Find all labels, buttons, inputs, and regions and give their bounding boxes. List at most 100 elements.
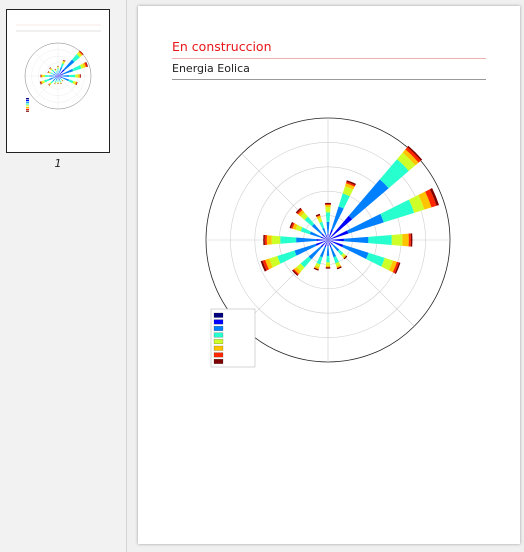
wind-rose-bar-segment xyxy=(320,236,328,240)
wind-rose-bar-cap xyxy=(346,180,356,186)
wind-rose-bar-segment xyxy=(345,181,356,187)
wind-rose-bar-cap xyxy=(295,207,302,214)
wind-rose-bar-cap xyxy=(49,67,51,69)
document-viewer[interactable]: En construccion Energia Eolica xyxy=(127,0,524,552)
wind-rose-bar-segment xyxy=(53,71,57,75)
wind-rose-bar-segment xyxy=(326,246,330,256)
wind-rose-bar-segment xyxy=(300,227,311,235)
wind-rose-bar-segment xyxy=(429,188,439,206)
wind-rose-bar-segment xyxy=(48,71,50,74)
wind-rose-bar-segment xyxy=(328,240,332,248)
thumbnail-preview xyxy=(16,24,101,112)
wind-rose-bar-segment xyxy=(333,256,339,264)
wind-rose-bar-segment xyxy=(335,261,341,267)
wind-rose-bar-cap xyxy=(60,83,62,84)
wind-rose-bar-segment xyxy=(41,74,43,78)
wind-rose-bar-segment xyxy=(341,253,346,258)
legend-swatch xyxy=(213,319,224,325)
wind-rose-bar-segment xyxy=(294,243,317,256)
wind-rose-bar-segment xyxy=(57,67,59,69)
document-title: En construccion xyxy=(172,39,272,54)
wind-rose-bar-cap xyxy=(410,233,413,247)
wind-rose-bar-segment xyxy=(54,82,56,84)
wind-rose-bar-cap xyxy=(289,222,294,229)
wind-rose-bar-cap xyxy=(54,83,56,85)
wind-rose-bar-segment xyxy=(74,81,77,85)
wind-rose-bar-segment xyxy=(61,61,65,65)
wind-rose-bar-segment xyxy=(60,82,62,84)
wind-rose-bar-segment xyxy=(347,213,384,234)
wind-rose-bar-segment xyxy=(54,69,56,70)
wind-rose-bar-segment xyxy=(57,82,59,83)
wind-rose-bar-segment xyxy=(49,82,52,85)
wind-rose-bar-segment xyxy=(63,68,74,75)
wind-rose-bar-segment xyxy=(337,249,344,256)
wind-rose-bar-segment xyxy=(78,51,83,56)
wind-rose-bar-segment xyxy=(368,234,392,246)
wind-rose-bar-segment xyxy=(418,191,432,210)
thumbnail-legend-swatch xyxy=(26,108,29,110)
wind-rose-bar-segment xyxy=(327,240,329,247)
wind-rose-bar-cap xyxy=(39,81,42,85)
wind-rose-bar-segment xyxy=(296,208,303,215)
wind-rose-bar-cap xyxy=(292,269,299,276)
wind-rose-bar-segment xyxy=(57,77,59,81)
wind-rose-bar-segment xyxy=(402,149,419,166)
wind-rose-bar-segment xyxy=(40,81,43,85)
wind-rose-bar-segment xyxy=(405,146,422,163)
wind-rose-bar-cap xyxy=(325,267,331,269)
wind-rose-bar-segment xyxy=(315,240,328,246)
wind-rose-bar-segment xyxy=(325,207,331,213)
wind-rose-bar-cap xyxy=(62,59,66,62)
wind-rose-bar-segment xyxy=(79,74,81,78)
thumbnail-legend-swatch xyxy=(26,110,29,112)
wind-rose-bar-segment xyxy=(321,233,328,240)
wind-rose-bar-segment xyxy=(381,257,393,271)
wind-rose-bar-segment xyxy=(58,75,63,77)
wind-rose-bar-segment xyxy=(316,214,321,218)
wind-rose-bar-segment xyxy=(54,80,57,83)
wind-rose-bar-segment xyxy=(58,76,59,78)
wind-rose-bar-segment xyxy=(40,74,42,78)
legend-swatch xyxy=(213,312,224,318)
wind-rose-chart xyxy=(205,117,451,368)
wind-rose-bar-cap xyxy=(336,266,342,270)
wind-rose-bar-segment xyxy=(54,82,56,84)
wind-rose-bar-segment xyxy=(49,71,52,74)
wind-rose-bar-segment xyxy=(84,62,88,68)
wind-rose-bar-segment xyxy=(408,194,425,213)
wind-rose-bar-segment xyxy=(62,60,66,63)
wind-rose-bar-segment xyxy=(328,240,344,248)
wind-rose-bar-segment xyxy=(68,74,76,78)
wind-rose-bar-segment xyxy=(317,217,323,223)
wind-rose-bar-segment xyxy=(391,234,403,246)
wind-rose-bar-segment xyxy=(42,74,46,78)
wind-rose-bar-segment xyxy=(72,80,76,85)
wind-rose-bar-segment xyxy=(277,250,297,264)
page-thumbnail[interactable] xyxy=(6,9,110,153)
wind-rose-bar-segment xyxy=(61,77,69,82)
wind-rose-bar-segment xyxy=(48,83,51,86)
wind-rose-bar-segment xyxy=(295,224,303,232)
wind-rose-bar-segment xyxy=(271,235,281,245)
wind-rose-bar-segment xyxy=(314,265,320,270)
thumbnail-legend-swatch xyxy=(26,99,29,101)
wind-rose-bar-segment xyxy=(322,227,327,236)
wind-rose-bar-segment xyxy=(49,67,52,70)
chart-legend xyxy=(210,308,256,368)
legend-swatch xyxy=(213,345,224,351)
wind-rose-bar-segment xyxy=(50,80,54,84)
wind-rose-bar-segment xyxy=(265,258,273,270)
wind-rose-bar-segment xyxy=(58,73,60,76)
wind-rose-bar-segment xyxy=(325,234,328,240)
wind-rose-bar-segment xyxy=(85,62,88,67)
wind-rose-bar-segment xyxy=(319,246,326,258)
wind-rose-bar-segment xyxy=(75,74,79,78)
wind-rose-bar-cap xyxy=(394,262,401,274)
legend-swatch xyxy=(213,339,224,344)
wind-rose-bar-cap xyxy=(85,61,89,67)
wind-rose-bar-segment xyxy=(366,252,385,267)
wind-rose-bar-segment xyxy=(72,54,80,62)
wind-rose-bar-cap xyxy=(260,260,266,272)
wind-rose-bar-cap xyxy=(76,82,78,86)
